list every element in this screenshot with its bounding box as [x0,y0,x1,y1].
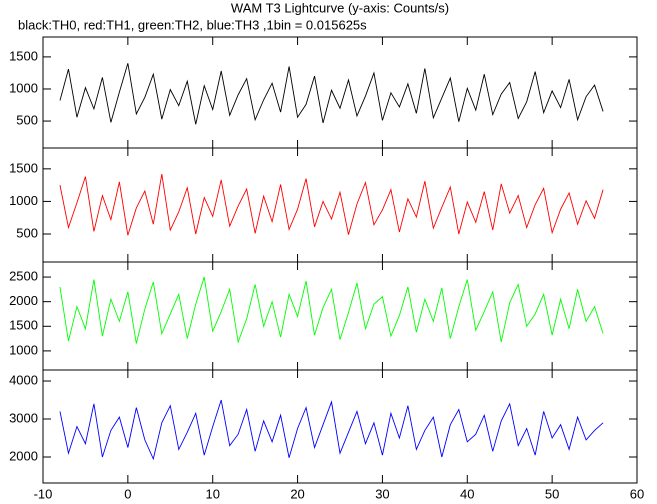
panel-frame [42,36,638,149]
panel-frame [42,147,638,263]
x-tick-label: 10 [205,486,219,501]
x-tick-label: 40 [460,486,474,501]
x-tick-label: -10 [34,486,53,501]
y-tick-label: 3000 [9,410,38,425]
x-tick-label: 0 [124,486,131,501]
chart-title: WAM T3 Lightcurve (y-axis: Counts/s) [231,0,449,15]
x-tick-label: 50 [545,486,559,501]
y-tick-label: 1000 [9,80,38,95]
x-tick-label: 60 [630,486,644,501]
x-tick-label: 30 [375,486,389,501]
light-curve [59,399,604,461]
y-tick-label: 1500 [9,318,38,333]
panel-frame [42,369,638,484]
y-tick-label: 1000 [9,193,38,208]
y-tick-label: 1500 [9,160,38,175]
light-curve [59,63,604,125]
y-tick-label: 2500 [9,269,38,284]
y-tick-label: 2000 [9,448,38,463]
light-curve [59,173,604,236]
y-tick-label: 500 [16,225,38,240]
y-tick-label: 1000 [9,342,38,357]
chart-subtitle: black:TH0, red:TH1, green:TH2, blue:TH3 … [18,17,367,32]
x-tick-label: 20 [290,486,304,501]
light-curve [59,276,604,344]
y-tick-label: 500 [16,112,38,127]
y-tick-label: 4000 [9,372,38,387]
y-tick-label: 1500 [9,48,38,63]
y-tick-label: 2000 [9,293,38,308]
